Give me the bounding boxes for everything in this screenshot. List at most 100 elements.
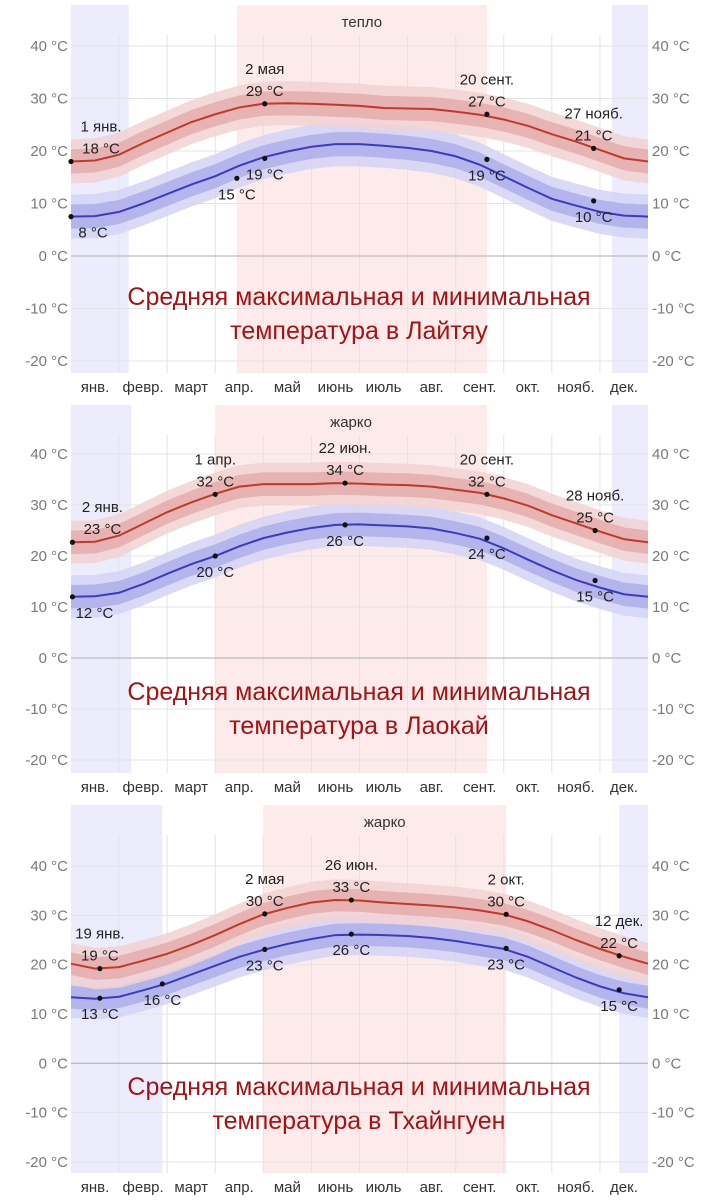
annotation-date: 2 мая	[245, 871, 284, 888]
y-tick-left: 10 °C	[30, 1006, 68, 1023]
x-tick-month: авг.	[420, 379, 444, 396]
data-point-marker	[212, 491, 218, 497]
y-tick-right: -10 °C	[652, 1105, 695, 1122]
season-label: жарко	[364, 814, 406, 831]
annotation-value: 8 °C	[78, 225, 108, 242]
annotation-value: 34 °C	[326, 462, 364, 479]
annotation-date: 27 нояб.	[564, 105, 622, 122]
caption-line-1: Средняя максимальная и минимальная	[127, 283, 591, 311]
x-tick-month: февр.	[123, 379, 164, 396]
annotation-value: 20 °C	[196, 564, 234, 581]
x-tick-month: окт.	[516, 379, 540, 396]
x-tick-month: дек.	[610, 379, 638, 396]
annotation-value: 26 °C	[326, 533, 364, 550]
y-tick-right: 20 °C	[652, 143, 690, 160]
y-tick-left: -20 °C	[25, 353, 68, 370]
annotation-date: 22 июн.	[319, 440, 372, 457]
data-point-marker	[159, 981, 165, 987]
data-point-marker	[503, 911, 509, 917]
y-tick-right: 30 °C	[652, 497, 690, 514]
y-tick-right: 40 °C	[652, 38, 690, 55]
data-point-marker	[262, 911, 268, 917]
annotation-value: 18 °C	[82, 141, 120, 158]
annotation-value: 12 °C	[76, 605, 114, 622]
annotation-value: 15 °C	[218, 186, 256, 203]
chart-caption: Средняя максимальная и минимальная темпе…	[70, 280, 648, 348]
data-point-marker	[97, 995, 103, 1001]
y-tick-left: 0 °C	[39, 650, 69, 667]
data-point-marker	[591, 145, 597, 151]
annotation-value: 22 °C	[600, 935, 638, 952]
annotation-date: 20 сент.	[460, 451, 514, 468]
data-point-marker	[591, 198, 597, 204]
data-point-marker	[592, 527, 598, 534]
y-tick-right: 0 °C	[652, 650, 682, 667]
x-tick-month: дек.	[610, 779, 638, 796]
annotation-value: 30 °C	[487, 893, 525, 910]
data-point-marker	[97, 966, 103, 972]
data-point-marker	[484, 111, 490, 117]
annotation-date: 1 янв.	[80, 119, 121, 136]
chart-panel-laitau: тепло 40 °C 40 °C 30 °C 30 °C 20 °C 20 °C 10 °C…	[0, 0, 721, 400]
y-tick-right: 0 °C	[652, 1055, 682, 1072]
x-tick-month: июнь	[318, 779, 354, 796]
x-tick-month: сент.	[463, 779, 497, 796]
data-point-marker	[484, 491, 490, 497]
x-tick-month: сент.	[463, 379, 497, 396]
annotation-value: 27 °C	[468, 93, 506, 110]
annotation-value: 19 °C	[468, 167, 506, 184]
data-point-marker	[262, 101, 268, 107]
y-tick-right: -10 °C	[652, 701, 695, 718]
x-tick-month: апр.	[225, 1179, 254, 1196]
y-tick-left: 10 °C	[30, 599, 68, 616]
data-point-marker	[68, 214, 74, 220]
data-point-marker	[592, 577, 598, 584]
x-tick-month: авг.	[420, 1179, 444, 1196]
annotation-value: 30 °C	[246, 893, 284, 910]
y-tick-right: 40 °C	[652, 446, 690, 463]
y-tick-right: 10 °C	[652, 196, 690, 213]
x-tick-month: июнь	[318, 379, 354, 396]
x-tick-month: июль	[366, 779, 402, 796]
x-tick-month: май	[274, 779, 301, 796]
annotation-value: 23 °C	[246, 957, 284, 974]
x-tick-month: авг.	[420, 779, 444, 796]
annotation-date: 28 нояб.	[566, 488, 624, 505]
x-tick-month: февр.	[123, 1179, 164, 1196]
y-tick-right: 40 °C	[652, 858, 690, 875]
y-tick-right: 30 °C	[652, 91, 690, 108]
data-point-marker	[262, 946, 268, 952]
data-point-marker	[503, 945, 509, 951]
y-tick-left: 0 °C	[39, 1055, 69, 1072]
annotation-date: 26 июн.	[325, 857, 378, 874]
y-tick-right: 10 °C	[652, 1006, 690, 1023]
cold-season-band	[611, 5, 648, 373]
max-temp-line	[70, 482, 649, 544]
y-tick-right: 30 °C	[652, 907, 690, 924]
caption-line-1: Средняя максимальная и минимальная	[127, 1073, 591, 1101]
y-tick-left: 0 °C	[39, 248, 69, 265]
min-temp-line	[70, 143, 649, 218]
y-tick-left: 20 °C	[30, 957, 68, 974]
x-tick-month: окт.	[516, 779, 540, 796]
caption-line-2: температура в Тхайнгуен	[212, 1107, 506, 1135]
x-tick-month: янв.	[81, 1179, 110, 1196]
y-tick-right: -20 °C	[652, 1154, 695, 1171]
annotation-value: 24 °C	[468, 546, 506, 563]
data-point-marker	[616, 953, 622, 959]
y-tick-left: 40 °C	[30, 446, 68, 463]
annotation-date: 2 мая	[245, 61, 284, 78]
data-point-marker	[484, 156, 490, 162]
season-label: жарко	[330, 414, 372, 431]
annotation-date: 19 янв.	[75, 926, 124, 943]
season-label: тепло	[342, 14, 382, 31]
max-temp-line	[70, 899, 649, 970]
x-tick-month: дек.	[610, 1179, 638, 1196]
chart-panel-laokai: жарко 40 °C 40 °C 30 °C 30 °C 20 °C 20 °C 10 °C…	[0, 400, 721, 800]
min-temp-line	[70, 933, 649, 1000]
annotation-value: 15 °C	[576, 588, 614, 605]
y-tick-left: 40 °C	[30, 38, 68, 55]
y-tick-left: -10 °C	[25, 701, 68, 718]
annotation-value: 23 °C	[487, 956, 525, 973]
y-tick-left: 30 °C	[30, 497, 68, 514]
